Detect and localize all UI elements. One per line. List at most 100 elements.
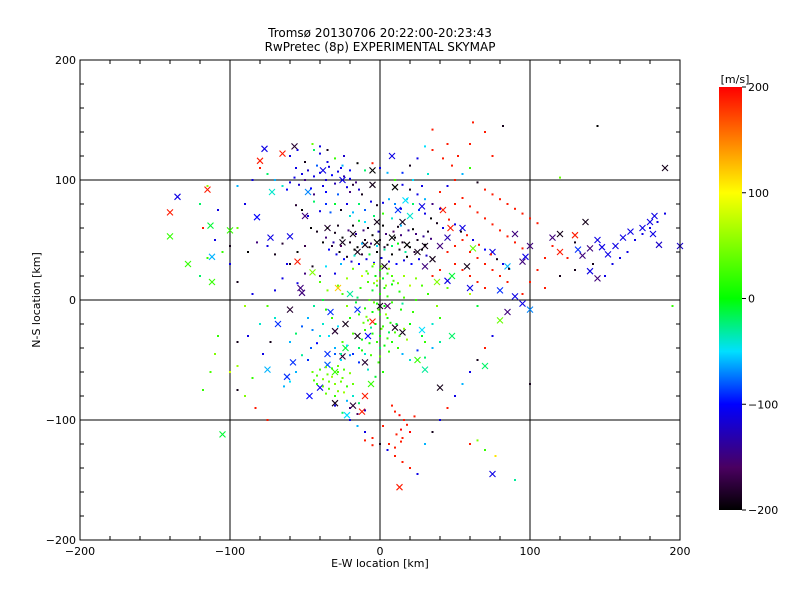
data-point-x <box>586 267 594 275</box>
data-point-dot <box>380 327 383 330</box>
data-point-x <box>334 284 342 292</box>
data-point-x <box>594 275 601 282</box>
data-point-dot <box>392 230 395 233</box>
data-point-x <box>399 218 406 226</box>
data-point-dot <box>454 203 456 205</box>
data-point-dot <box>400 207 402 210</box>
data-point-dot <box>310 227 312 229</box>
data-point-dot <box>355 301 357 304</box>
data-point-dot <box>361 193 363 196</box>
data-point-dot <box>373 261 375 264</box>
data-point-dot <box>388 331 390 334</box>
data-point-x <box>267 234 274 241</box>
data-point-x <box>421 263 429 270</box>
data-point-dot <box>397 347 399 349</box>
data-point-x <box>294 258 301 265</box>
data-point-dot <box>409 164 411 167</box>
data-point-dot <box>311 265 314 268</box>
data-point-x <box>586 245 594 252</box>
data-point-dot <box>328 335 330 337</box>
data-point-dot <box>389 321 392 324</box>
data-point-dot <box>409 431 411 433</box>
data-point-x <box>264 366 271 373</box>
data-point-dot <box>380 265 383 268</box>
data-point-dot <box>367 227 369 229</box>
data-point-dot <box>358 263 360 265</box>
data-point-dot <box>430 237 432 240</box>
data-point-dot <box>368 342 371 345</box>
data-point-x <box>627 228 634 235</box>
data-point-x <box>369 167 376 174</box>
data-point-dot <box>401 302 404 305</box>
data-point-dot <box>506 281 509 283</box>
data-point-x <box>522 253 529 261</box>
data-point-x <box>429 255 436 263</box>
grid-lines <box>80 60 680 540</box>
data-point-dot <box>229 245 231 247</box>
data-point-dot <box>346 305 348 307</box>
data-point-dot <box>367 272 369 275</box>
data-point-dot <box>379 335 381 337</box>
data-point-dot <box>446 287 449 289</box>
data-point-dot <box>403 419 405 421</box>
data-point-x <box>297 284 304 292</box>
data-point-x <box>331 399 339 407</box>
data-point-dot <box>244 395 246 397</box>
data-point-dot <box>398 414 401 417</box>
data-point-dot <box>476 181 479 184</box>
data-point-dot <box>431 431 434 433</box>
data-point-dot <box>521 212 524 215</box>
data-point-x <box>286 233 294 240</box>
data-point-dot <box>499 275 501 277</box>
data-point-dot <box>491 223 494 226</box>
colorbar <box>719 87 742 510</box>
data-point-dot <box>461 239 464 241</box>
data-point-dot <box>236 341 239 343</box>
data-point-dot <box>326 161 329 163</box>
data-point-dot <box>506 203 509 205</box>
x-tick-label: 0 <box>377 545 384 558</box>
data-point-dot <box>353 254 356 257</box>
data-point-dot <box>385 313 387 316</box>
data-point-dot <box>289 380 291 383</box>
data-point-dot <box>374 323 377 325</box>
data-point-dot <box>442 227 444 229</box>
data-point-dot <box>476 281 479 283</box>
data-point-dot <box>416 157 419 160</box>
data-point-dot <box>319 368 321 371</box>
data-point-dot <box>356 246 359 249</box>
data-point-dot <box>664 212 666 215</box>
data-point-dot <box>388 350 390 353</box>
data-point-x <box>304 188 312 196</box>
data-point-dot <box>334 231 336 234</box>
data-point-x <box>448 272 456 280</box>
data-point-dot <box>322 241 324 244</box>
data-point-dot <box>391 217 393 220</box>
data-point-dot <box>418 209 420 211</box>
data-point-x <box>448 332 456 340</box>
data-point-x <box>298 289 306 297</box>
data-point-dot <box>461 197 464 199</box>
data-point-dot <box>322 299 324 301</box>
data-point-dot <box>341 411 344 414</box>
data-point-x <box>604 251 612 258</box>
data-point-dot <box>283 385 285 388</box>
data-point-dot <box>415 299 417 301</box>
data-point-dot <box>337 371 339 373</box>
data-point-dot <box>352 224 354 227</box>
data-point-dot <box>296 251 299 253</box>
data-point-dot <box>491 155 494 157</box>
data-point-dot <box>469 205 471 208</box>
data-point-x <box>396 483 403 491</box>
data-point-dot <box>448 218 450 221</box>
data-point-dot <box>343 175 345 178</box>
data-point-dot <box>331 367 333 370</box>
data-point-dot <box>365 315 368 318</box>
data-point-dot <box>328 248 330 251</box>
data-point-dot <box>355 181 357 184</box>
data-point-dot <box>476 439 479 442</box>
data-point-dot <box>544 257 546 259</box>
data-point-dot <box>379 347 381 349</box>
data-point-dot <box>439 207 441 210</box>
data-point-x <box>511 293 519 300</box>
